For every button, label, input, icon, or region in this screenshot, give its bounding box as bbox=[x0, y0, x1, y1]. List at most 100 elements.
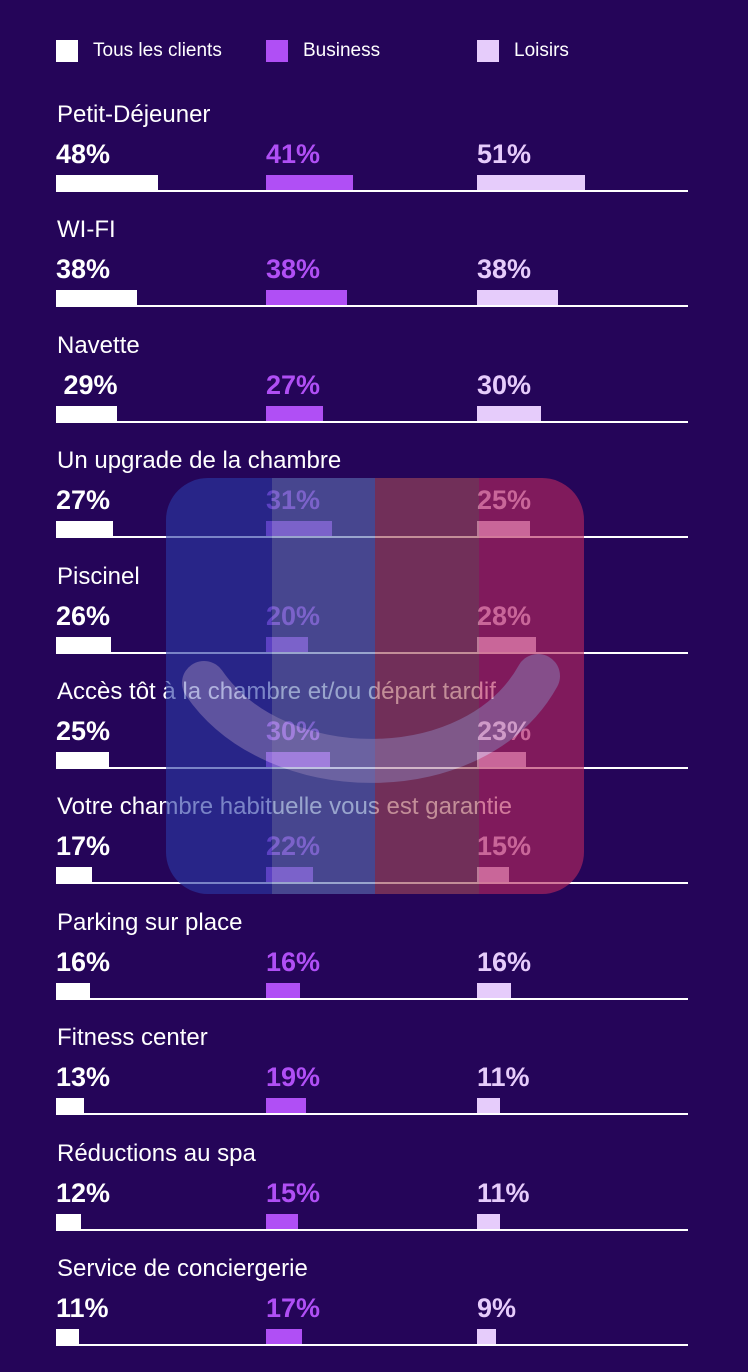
bar bbox=[56, 983, 90, 999]
row-baseline bbox=[56, 1229, 688, 1231]
value-label: 11% bbox=[56, 1293, 109, 1323]
bar bbox=[266, 175, 353, 191]
bar bbox=[266, 983, 300, 999]
value-label: 23% bbox=[477, 716, 532, 746]
bar bbox=[477, 175, 585, 191]
category-row: Navette 29% 27% 30% bbox=[0, 332, 748, 448]
value-label: 31% bbox=[266, 485, 321, 515]
bar bbox=[56, 406, 117, 422]
bar bbox=[266, 752, 330, 768]
value-label: 38% bbox=[56, 254, 111, 284]
row-baseline bbox=[56, 421, 688, 423]
bar bbox=[56, 521, 113, 537]
category-row: Fitness center 13% 19% 11% bbox=[0, 1024, 748, 1140]
legend-label: Business bbox=[303, 40, 381, 61]
value-label: 25% bbox=[477, 485, 532, 515]
bar bbox=[56, 1098, 84, 1114]
category-row: Un upgrade de la chambre 27% 31% 25% bbox=[0, 447, 748, 563]
category-label: WI-FI bbox=[57, 216, 116, 243]
legend-item: Tous les clients bbox=[56, 40, 222, 62]
legend: Tous les clients Business Loisirs bbox=[0, 40, 748, 64]
category-label: Votre chambre habituelle vous est garant… bbox=[57, 793, 512, 820]
bar bbox=[266, 637, 308, 653]
category-label: Navette bbox=[57, 332, 140, 359]
category-row: Réductions au spa 12% 15% 11% bbox=[0, 1140, 748, 1256]
bar bbox=[266, 290, 347, 306]
value-label: 27% bbox=[266, 370, 321, 400]
bar bbox=[266, 521, 332, 537]
category-row: WI-FI 38% 38% 38% bbox=[0, 216, 748, 332]
value-label: 27% bbox=[56, 485, 111, 515]
bar bbox=[477, 406, 541, 422]
bar bbox=[477, 983, 511, 999]
bar bbox=[266, 1329, 302, 1345]
value-label: 22% bbox=[266, 831, 321, 861]
value-label: 13% bbox=[56, 1062, 111, 1092]
value-label: 30% bbox=[477, 370, 532, 400]
bar bbox=[477, 867, 509, 883]
category-label: Accès tôt à la chambre et/ou départ tard… bbox=[57, 678, 496, 705]
value-label: 15% bbox=[477, 831, 532, 861]
value-label: 38% bbox=[477, 254, 532, 284]
bar bbox=[56, 637, 111, 653]
bar bbox=[477, 521, 530, 537]
value-label: 41% bbox=[266, 139, 321, 169]
bar bbox=[56, 175, 158, 191]
value-label: 17% bbox=[56, 831, 111, 861]
category-label: Petit-Déjeuner bbox=[57, 101, 211, 128]
bar bbox=[477, 752, 526, 768]
row-baseline bbox=[56, 305, 688, 307]
bar bbox=[56, 867, 92, 883]
category-row: Petit-Déjeuner 48% 41% 51% bbox=[0, 101, 748, 217]
value-label: 16% bbox=[477, 947, 532, 977]
value-label: 17% bbox=[266, 1293, 321, 1323]
category-row: Service de conciergerie 11% 17% 9% bbox=[0, 1255, 748, 1371]
category-label: Service de conciergerie bbox=[57, 1255, 308, 1282]
bar bbox=[266, 1214, 298, 1230]
row-baseline bbox=[56, 998, 688, 1000]
bar bbox=[477, 1214, 500, 1230]
value-label: 9% bbox=[477, 1293, 517, 1323]
row-baseline bbox=[56, 190, 688, 192]
category-row: Votre chambre habituelle vous est garant… bbox=[0, 793, 748, 909]
row-baseline bbox=[56, 652, 688, 654]
value-label: 28% bbox=[477, 601, 532, 631]
bar bbox=[266, 1098, 306, 1114]
category-row: Parking sur place 16% 16% 16% bbox=[0, 909, 748, 1025]
bar bbox=[56, 290, 137, 306]
value-label: 11% bbox=[477, 1178, 530, 1208]
value-label: 16% bbox=[266, 947, 321, 977]
category-row: Piscinel 26% 20% 28% bbox=[0, 563, 748, 679]
bar bbox=[56, 1329, 79, 1345]
value-label: 30% bbox=[266, 716, 321, 746]
bar bbox=[477, 1098, 500, 1114]
legend-swatch bbox=[56, 40, 78, 62]
row-baseline bbox=[56, 882, 688, 884]
row-baseline bbox=[56, 536, 688, 538]
value-label: 20% bbox=[266, 601, 321, 631]
category-label: Piscinel bbox=[57, 563, 140, 590]
value-label: 51% bbox=[477, 139, 532, 169]
bar bbox=[477, 290, 558, 306]
legend-item: Business bbox=[266, 40, 380, 62]
value-label: 29% bbox=[56, 370, 118, 400]
category-row: Accès tôt à la chambre et/ou départ tard… bbox=[0, 678, 748, 794]
value-label: 38% bbox=[266, 254, 321, 284]
row-baseline bbox=[56, 1344, 688, 1346]
row-baseline bbox=[56, 1113, 688, 1115]
bar bbox=[56, 1214, 81, 1230]
value-label: 12% bbox=[56, 1178, 111, 1208]
bar bbox=[266, 867, 313, 883]
category-label: Réductions au spa bbox=[57, 1140, 256, 1167]
bar bbox=[477, 637, 536, 653]
value-label: 16% bbox=[56, 947, 111, 977]
legend-item: Loisirs bbox=[477, 40, 569, 62]
category-label: Un upgrade de la chambre bbox=[57, 447, 342, 474]
value-label: 19% bbox=[266, 1062, 321, 1092]
bar bbox=[56, 752, 109, 768]
legend-label: Tous les clients bbox=[93, 40, 222, 61]
value-label: 48% bbox=[56, 139, 111, 169]
category-label: Fitness center bbox=[57, 1024, 208, 1051]
value-label: 25% bbox=[56, 716, 111, 746]
